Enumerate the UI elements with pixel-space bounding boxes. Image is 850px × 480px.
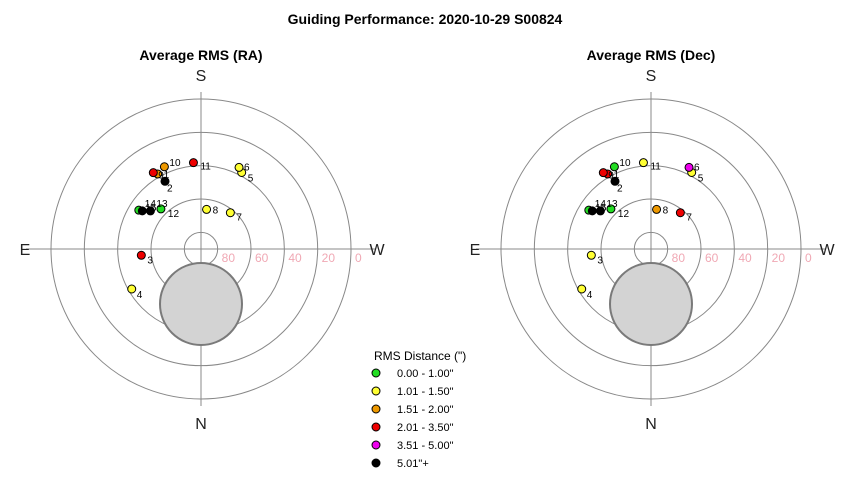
legend-item-label: 1.01 - 1.50" xyxy=(397,386,454,398)
point-label: 7 xyxy=(686,213,692,224)
data-point xyxy=(202,204,212,214)
point-label: 1 xyxy=(614,170,620,181)
legend-swatch xyxy=(371,404,381,414)
data-point xyxy=(610,176,620,186)
data-point xyxy=(160,176,170,186)
point-label: 10 xyxy=(619,158,631,169)
point-label: 1 xyxy=(164,170,170,181)
legend-item-label: 2.01 - 3.50" xyxy=(397,422,454,434)
point-label: 14 xyxy=(145,199,157,210)
legend: RMS Distance (") 0.00 - 1.00" 1.01 - 1.50… xyxy=(371,349,466,470)
point-label: 2 xyxy=(167,183,173,194)
data-point xyxy=(652,204,662,214)
data-point xyxy=(684,162,694,172)
compass-north: N xyxy=(645,416,657,433)
compass-west: W xyxy=(819,242,835,259)
compass-west: W xyxy=(369,242,385,259)
legend-title: RMS Distance (") xyxy=(374,349,466,363)
data-point xyxy=(148,168,158,178)
point-label: 4 xyxy=(587,290,593,301)
data-point xyxy=(225,208,235,218)
legend-item-label: 3.51 - 5.00" xyxy=(397,440,454,452)
figure-title: Guiding Performance: 2020-10-29 S00824 xyxy=(288,11,563,27)
altitude-tick-label: 60 xyxy=(255,251,269,265)
point-label: 6 xyxy=(244,162,250,173)
altitude-tick-label: 80 xyxy=(672,251,686,265)
legend-item-label: 5.01"+ xyxy=(397,458,429,470)
legend-swatch xyxy=(371,386,381,396)
obstruction-disk xyxy=(159,262,243,346)
point-label: 6 xyxy=(694,162,700,173)
data-point xyxy=(577,284,587,294)
point-label: 11 xyxy=(200,162,211,173)
compass-east: E xyxy=(20,242,31,259)
data-point xyxy=(638,158,648,168)
altitude-tick-label: 20 xyxy=(322,251,336,265)
data-point xyxy=(586,250,596,260)
data-point xyxy=(598,168,608,178)
point-label: 4 xyxy=(137,290,143,301)
legend-item-label: 0.00 - 1.00" xyxy=(397,368,454,380)
altitude-tick-label: 0 xyxy=(355,251,362,265)
point-label: 13 xyxy=(156,199,168,210)
point-label: 9 xyxy=(608,171,614,182)
altitude-tick-label: 80 xyxy=(222,251,236,265)
point-label: 14 xyxy=(595,199,607,210)
point-label: 5 xyxy=(698,173,704,184)
ra-polar-plot: Average RMS (RA)SNE W80 60 40 20 012345678910… xyxy=(20,47,386,433)
point-label: 2 xyxy=(617,183,623,194)
point-label: 15 xyxy=(145,203,157,214)
point-label: 15 xyxy=(595,203,607,214)
legend-swatch xyxy=(371,422,381,432)
data-point xyxy=(606,204,616,214)
point-label: 3 xyxy=(147,255,153,266)
point-label: 5 xyxy=(248,173,254,184)
altitude-tick-label: 40 xyxy=(288,251,302,265)
point-label: 9 xyxy=(158,171,164,182)
data-point xyxy=(188,158,198,168)
point-label: 8 xyxy=(663,205,669,216)
data-point xyxy=(675,208,685,218)
data-point xyxy=(156,204,166,214)
altitude-tick-label: 0 xyxy=(805,251,812,265)
altitude-tick-label: 20 xyxy=(772,251,786,265)
dec-polar-plot: Average RMS (Dec)SNE W80 60 40 20 01234567891… xyxy=(470,47,836,433)
data-point xyxy=(127,284,137,294)
legend-swatch xyxy=(371,368,381,378)
data-point xyxy=(609,162,619,172)
legend-item-label: 1.51 - 2.00" xyxy=(397,404,454,416)
altitude-tick-label: 40 xyxy=(738,251,752,265)
point-label: 10 xyxy=(169,158,181,169)
altitude-tick-label: 60 xyxy=(705,251,719,265)
data-point xyxy=(587,206,597,216)
plot-title: Average RMS (RA) xyxy=(139,47,262,63)
point-label: 13 xyxy=(606,199,618,210)
obstruction-disk xyxy=(609,262,693,346)
plot-title: Average RMS (Dec) xyxy=(587,47,716,63)
point-label: 7 xyxy=(236,213,242,224)
point-label: 11 xyxy=(650,162,661,173)
compass-south: S xyxy=(196,68,207,85)
legend-swatch xyxy=(371,458,381,468)
data-point xyxy=(234,162,244,172)
data-point xyxy=(136,250,146,260)
data-point xyxy=(137,206,147,216)
data-point xyxy=(159,162,169,172)
compass-north: N xyxy=(195,416,207,433)
point-label: 12 xyxy=(618,209,630,220)
compass-east: E xyxy=(470,242,481,259)
legend-swatch xyxy=(371,440,381,450)
compass-south: S xyxy=(646,68,657,85)
point-label: 12 xyxy=(168,209,180,220)
point-label: 3 xyxy=(597,255,603,266)
point-label: 8 xyxy=(213,205,219,216)
